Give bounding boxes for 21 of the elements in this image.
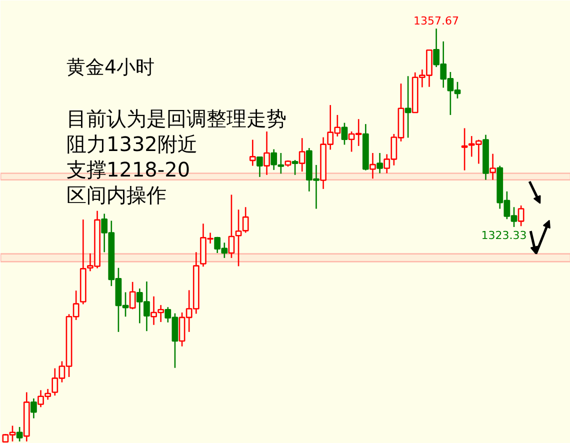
annotation: 目前认为是回调整理走势: [66, 106, 286, 130]
candlestick: [30, 398, 37, 419]
text: 1323.33: [481, 228, 527, 242]
text: 1357.67: [414, 14, 460, 28]
candlestick: [298, 137, 306, 172]
candlestick: [249, 139, 256, 166]
candlestick: [256, 156, 263, 178]
annotation: 支撑1218-20: [66, 158, 190, 182]
candlestick: [264, 130, 270, 176]
candlestick: [341, 122, 348, 146]
candlestick: [376, 152, 383, 174]
annotation: 阻力1332附近: [66, 132, 198, 156]
candlestick: [490, 153, 496, 180]
candlestick: [129, 281, 136, 310]
candlestick: [292, 159, 298, 176]
candlestick: [16, 426, 23, 442]
candlestick: [518, 204, 524, 227]
candlestick: [404, 75, 412, 138]
text: 黄金4小时: [66, 56, 155, 78]
candlestick: [370, 152, 376, 180]
annotation: 区间内操作: [66, 183, 166, 207]
